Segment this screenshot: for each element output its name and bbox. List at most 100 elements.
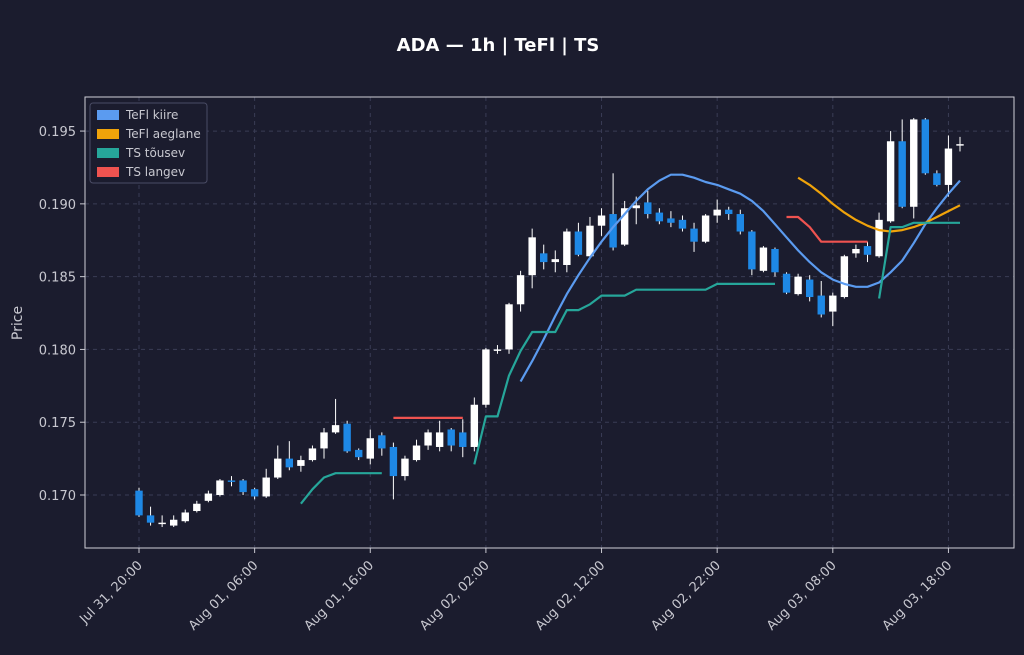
x-tick-label: Aug 02, 22:00: [648, 558, 724, 634]
candle-body: [435, 432, 444, 447]
candle-body: [771, 248, 779, 273]
candle-body: [794, 276, 802, 295]
candle-body: [898, 141, 906, 207]
candle-body: [493, 349, 502, 351]
x-tick-label: Aug 01, 16:00: [302, 558, 378, 634]
indicator-line: [797, 176, 961, 233]
candle-body: [805, 279, 814, 298]
x-tick-label: Aug 03, 08:00: [764, 558, 840, 634]
candle-body: [655, 212, 664, 222]
candle-body: [447, 429, 455, 446]
candle-body: [782, 273, 791, 293]
candle-body: [193, 503, 201, 512]
candle-body: [505, 304, 513, 350]
candle-body: [910, 119, 918, 207]
candle-body: [620, 208, 629, 245]
candle-body: [250, 489, 259, 497]
indicator-line: [393, 215, 868, 419]
legend-label: TeFl aeglane: [125, 127, 201, 141]
candle-body: [690, 228, 698, 242]
candle-body: [204, 493, 213, 501]
candle-body: [701, 215, 710, 242]
candle-body: [331, 425, 340, 433]
candle-body: [412, 445, 421, 461]
x-tick-label: Aug 02, 12:00: [533, 558, 609, 634]
indicator-line: [519, 173, 961, 383]
candle-body: [146, 515, 155, 523]
x-tick-label: Jul 31, 20:00: [76, 558, 145, 627]
candle-body: [343, 423, 351, 452]
y-tick-label: 0.185: [39, 271, 76, 286]
candle-body: [551, 259, 559, 263]
legend-swatch: [97, 148, 119, 158]
legend-swatch: [97, 110, 119, 120]
candle-body: [297, 460, 305, 466]
legend-label: TeFl kiire: [125, 108, 178, 122]
candle-body: [829, 295, 837, 312]
legend-swatch: [97, 167, 119, 177]
candle-body: [863, 246, 872, 255]
candle-body: [817, 295, 825, 315]
candle-body: [528, 237, 536, 276]
candle-body: [459, 432, 467, 447]
x-tick-label: Aug 01, 06:00: [186, 558, 262, 634]
x-tick-label: Aug 03, 18:00: [880, 558, 956, 634]
candle-body: [274, 458, 282, 478]
candle-body: [886, 141, 895, 222]
candle-body: [378, 435, 386, 449]
candle-body: [956, 144, 964, 146]
candle-body: [852, 248, 860, 254]
legend-label: TS tõusev: [125, 146, 185, 160]
legend-swatch: [97, 129, 119, 139]
candle-body: [424, 432, 432, 446]
candle-body: [216, 480, 224, 496]
candle-body: [875, 219, 883, 257]
candle-body: [563, 231, 571, 265]
candle-body: [262, 477, 270, 497]
candle-body: [470, 404, 479, 447]
candle-body: [736, 214, 744, 232]
candle-body: [759, 247, 768, 271]
candle-body: [320, 432, 328, 449]
candle-body: [933, 173, 941, 185]
candle-body: [713, 209, 721, 216]
candle-body: [609, 214, 617, 248]
candle-body: [285, 458, 294, 468]
candle-body: [840, 256, 849, 298]
candle-body: [239, 480, 247, 493]
candle-body: [516, 275, 525, 305]
candle-body: [169, 519, 178, 526]
candle-body: [227, 480, 236, 482]
x-tick-label: Aug 02, 02:00: [417, 558, 493, 634]
candle-body: [921, 119, 930, 174]
legend-box: [89, 102, 208, 184]
candle-body: [366, 438, 374, 459]
candle-body: [586, 225, 594, 257]
candle-body: [389, 446, 398, 477]
candle-body: [944, 148, 953, 185]
y-axis-label: Price: [10, 306, 26, 340]
legend-label: TS langev: [125, 165, 185, 179]
candle-body: [632, 205, 640, 209]
chart-title: ADA — 1h | TeFl | TS: [397, 35, 600, 56]
candle-body: [401, 458, 409, 477]
candle-body: [308, 448, 317, 461]
candle-body: [540, 253, 548, 263]
y-tick-label: 0.190: [39, 198, 76, 213]
candle-body: [135, 490, 143, 516]
candle-body: [181, 512, 189, 522]
candle-body: [644, 202, 652, 215]
y-tick-label: 0.180: [39, 343, 76, 358]
y-tick-label: 0.195: [39, 125, 76, 140]
y-tick-label: 0.175: [39, 416, 76, 431]
candle-body: [574, 231, 583, 255]
y-tick-label: 0.170: [39, 489, 76, 504]
indicator-line: [300, 221, 960, 505]
candle-body: [158, 522, 166, 525]
candle-body: [482, 349, 490, 405]
candle-body: [667, 218, 675, 223]
candle-body: [678, 219, 687, 229]
candle-body: [355, 449, 363, 458]
candle-body: [725, 209, 733, 215]
